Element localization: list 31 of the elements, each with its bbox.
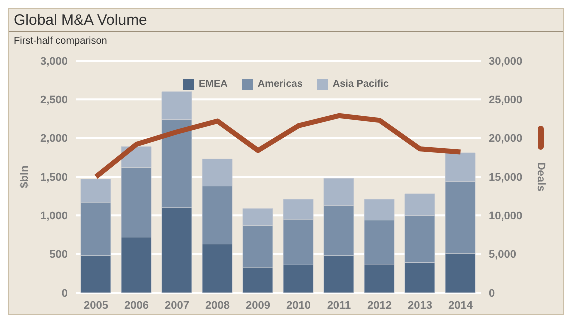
x-tick-label: 2012 — [368, 300, 392, 312]
legend-label: EMEA — [198, 79, 228, 90]
y-tick-label: 2,000 — [40, 133, 68, 146]
x-tick-label: 2013 — [408, 300, 432, 312]
y2-tick-label: 15,000 — [489, 172, 523, 184]
y-tick-label: 500 — [50, 249, 68, 262]
y-tick-label: 0 — [62, 288, 68, 300]
y2-tick-label: 10,000 — [489, 210, 523, 223]
chart-title: Global M&A Volume — [14, 12, 148, 29]
x-tick-label: 2006 — [124, 300, 149, 312]
y-tick-label: 1,500 — [40, 172, 68, 184]
x-tick-label: 2014 — [448, 300, 474, 312]
y2-tick-label: 0 — [489, 288, 496, 300]
y2-tick-label: 30,000 — [489, 56, 523, 68]
x-tick-label: 2010 — [286, 300, 311, 312]
y2-axis-title: Deals — [535, 162, 547, 192]
y2-tick-label: 20,000 — [489, 133, 523, 146]
x-tick-label: 2005 — [84, 300, 108, 312]
x-tick-label: 2008 — [206, 300, 230, 312]
x-tick-label: 2009 — [246, 300, 270, 312]
y-tick-label: 1,000 — [40, 210, 68, 223]
legend-label: Asia Pacific — [332, 79, 390, 90]
y2-tick-label: 5,000 — [489, 249, 517, 262]
y2-tick-label: 25,000 — [489, 94, 523, 107]
chart-subtitle: First-half comparison — [14, 36, 108, 47]
legend-label: Americas — [258, 79, 303, 90]
y-axis-title: $bln — [18, 165, 31, 188]
y-tick-label: 3,000 — [40, 56, 68, 68]
x-tick-label: 2007 — [165, 300, 190, 312]
x-tick-label: 2011 — [327, 300, 352, 312]
y-tick-label: 2,500 — [40, 94, 68, 107]
